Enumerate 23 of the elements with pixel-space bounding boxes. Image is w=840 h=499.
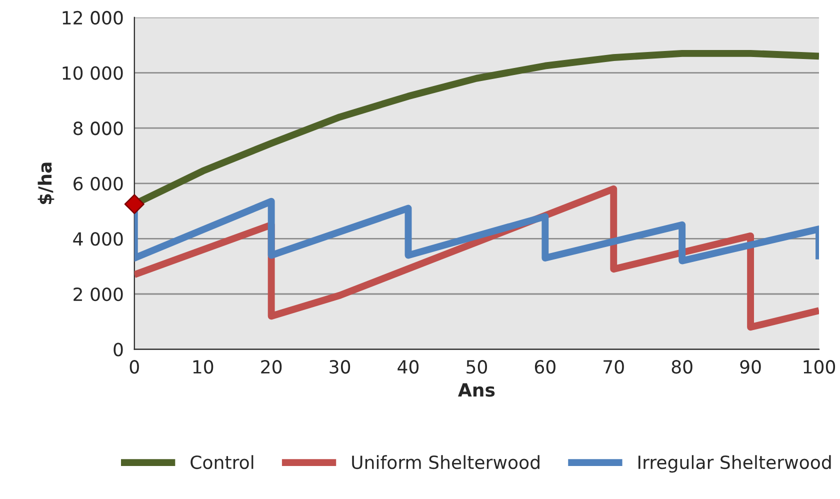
y-tick-label: 4 000 [73, 232, 123, 246]
legend-label: Control [190, 455, 254, 470]
y-axis-title: $/ha [38, 162, 54, 204]
legend-label: Irregular Shelterwood [638, 455, 831, 473]
y-tick-label: 6 000 [74, 176, 123, 190]
x-tick-label: 90 [740, 360, 761, 374]
x-tick-label: 0 [130, 360, 139, 374]
x-tick-label: 20 [261, 360, 282, 374]
y-tick-label: 12 000 [62, 10, 123, 25]
legend-label: Uniform Shelterwood [352, 455, 540, 470]
x-tick-label: 60 [534, 360, 556, 374]
x-axis-title: Ans [458, 383, 495, 397]
x-tick-label: 50 [466, 360, 487, 374]
y-tick-label: 2 000 [74, 287, 123, 302]
y-tick-label: 10 000 [62, 66, 123, 80]
x-tick-label: 30 [330, 360, 350, 374]
x-tick-label: 80 [672, 360, 692, 374]
y-tick-label: 0 [114, 342, 123, 356]
x-tick-label: 40 [398, 360, 419, 374]
x-tick-label: 100 [804, 360, 836, 374]
y-tick-label: 8 000 [74, 122, 123, 136]
x-tick-label: 70 [604, 360, 624, 374]
x-tick-label: 10 [193, 360, 214, 374]
